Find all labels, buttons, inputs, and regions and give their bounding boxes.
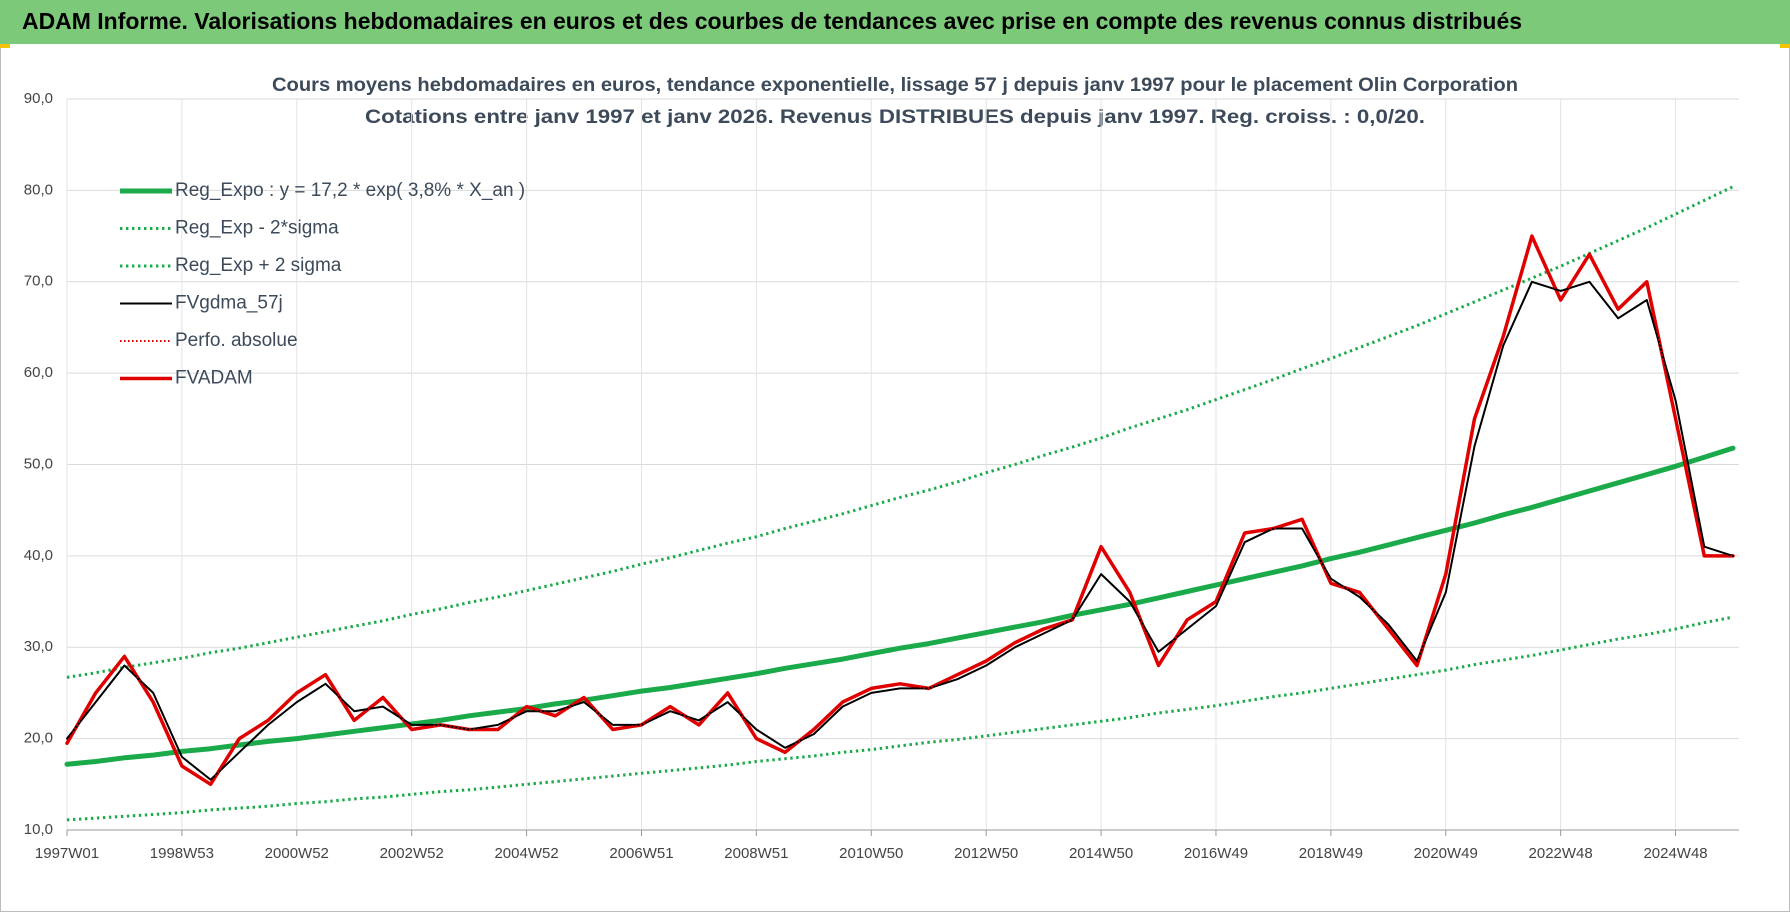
corner-mark (0, 44, 10, 48)
legend-label: FVADAM (175, 368, 253, 389)
legend-label: Perfo. absolue (175, 330, 298, 351)
x-tick-label: 2010W50 (839, 845, 903, 862)
x-tick-label: 1997W01 (35, 845, 99, 862)
corner-mark (1780, 44, 1790, 48)
y-tick-label: 40,0 (24, 547, 53, 564)
series-line (66, 235, 1733, 786)
x-tick-label: 2004W52 (494, 845, 558, 862)
x-tick-label: 2006W51 (609, 845, 673, 862)
y-tick-label: 80,0 (24, 181, 53, 198)
x-tick-label: 2022W48 (1529, 845, 1593, 862)
y-tick-label: 90,0 (24, 90, 53, 107)
header-bar (0, 0, 1790, 44)
x-tick-label: 2018W49 (1299, 845, 1363, 862)
x-tick-label: 2020W49 (1414, 845, 1478, 862)
y-tick-label: 50,0 (24, 455, 53, 472)
legend-label: Reg_Exp - 2*sigma (175, 218, 339, 239)
legend-label: FVgdma_57j (175, 293, 283, 314)
header-title: ADAM Informe. Valorisations hebdomadaire… (22, 8, 1522, 34)
x-tick-label: 2008W51 (724, 845, 788, 862)
series-line (66, 615, 1734, 822)
legend-label: Reg_Expo : y = 17,2 * exp( 3,8% * X_an ) (175, 180, 525, 201)
y-tick-label: 30,0 (24, 638, 53, 655)
x-tick-label: 2024W48 (1643, 845, 1707, 862)
x-tick-label: 2016W49 (1184, 845, 1248, 862)
y-tick-label: 60,0 (24, 364, 53, 381)
series-line (66, 185, 1734, 679)
series-line (66, 280, 1734, 781)
chart-title: Cours moyens hebdomadaires en euros, ten… (272, 75, 1518, 96)
x-tick-label: 1998W53 (150, 845, 214, 862)
x-tick-label: 2000W52 (265, 845, 329, 862)
y-tick-label: 10,0 (24, 821, 53, 838)
x-tick-label: 2002W52 (380, 845, 444, 862)
y-tick-label: 20,0 (24, 730, 53, 747)
x-tick-label: 2012W50 (954, 845, 1018, 862)
x-tick-label: 2014W50 (1069, 845, 1133, 862)
chart-subtitle: Cotations entre janv 1997 et janv 2026. … (365, 107, 1425, 128)
y-tick-label: 70,0 (24, 273, 53, 290)
legend-label: Reg_Exp + 2 sigma (175, 255, 342, 276)
